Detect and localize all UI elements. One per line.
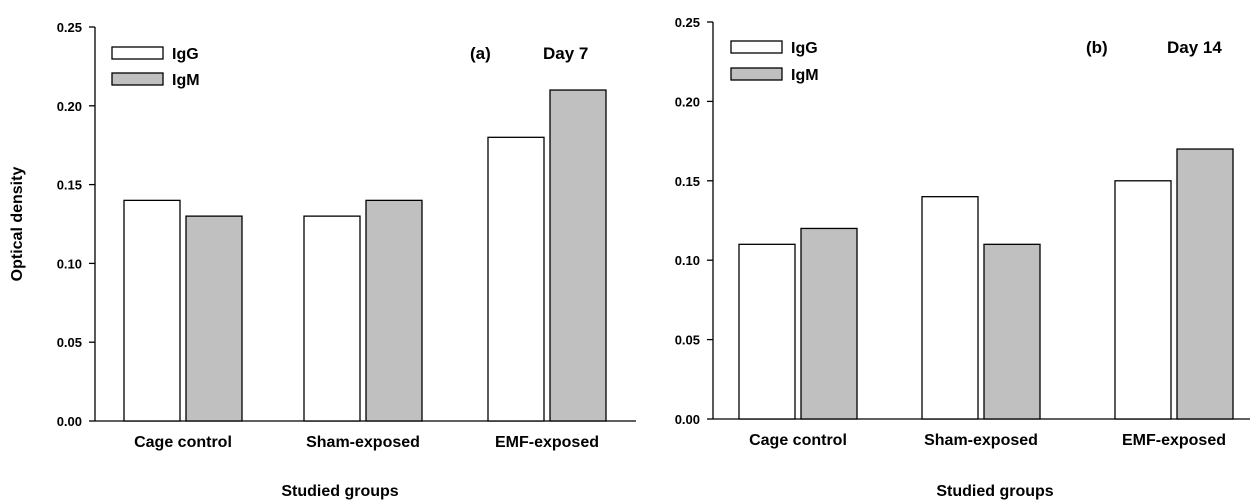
- bar-igg-emf-exposed: [1114, 180, 1172, 420]
- x-category-label: EMF-exposed: [495, 434, 599, 451]
- y-tick-label: 0.20: [57, 99, 82, 114]
- chart-title: Day 7: [543, 44, 588, 63]
- y-tick-label: 0.10: [675, 253, 700, 268]
- y-tick-label: 0.25: [675, 15, 700, 30]
- bar-igg-sham-exposed: [921, 196, 979, 420]
- chart-panel-b: 0.00 0.05 0.10 0.15 0.20 0.25 Cage control Sham…: [675, 15, 1250, 500]
- x-axis-title: Studied groups: [281, 483, 398, 500]
- bar-igg-cage-control: [123, 199, 181, 422]
- x-category-label: Cage control: [134, 434, 232, 451]
- x-category-label: Sham-exposed: [924, 432, 1038, 449]
- bar-igm-cage-control: [800, 227, 858, 420]
- bar-igm-emf-exposed: [549, 89, 607, 422]
- y-tick-label: 0.15: [675, 174, 700, 189]
- chart-title: Day 14: [1167, 38, 1222, 57]
- y-tick-label: 0.05: [57, 335, 82, 350]
- y-tick-label: 0.05: [675, 333, 700, 348]
- legend: IgG IgM: [730, 40, 819, 84]
- bar-igm-sham-exposed: [365, 199, 423, 422]
- bar-igm-sham-exposed: [983, 243, 1041, 420]
- bar-igg-emf-exposed: [487, 136, 545, 422]
- x-category-label: Sham-exposed: [306, 434, 420, 451]
- y-tick-label: 0.00: [57, 414, 82, 429]
- legend-label-igm: IgM: [791, 67, 819, 84]
- chart-panel-a: 0.00 0.05 0.10 0.15 0.20 0.25 Cage control Sham…: [9, 20, 636, 500]
- y-tick-label: 0.20: [675, 94, 700, 109]
- bar-igg-sham-exposed: [303, 215, 361, 422]
- y-tick-label: 0.25: [57, 20, 82, 35]
- y-tick-label: 0.00: [675, 412, 700, 427]
- y-tick-label: 0.15: [57, 178, 82, 193]
- y-axis-title: Optical density: [9, 167, 26, 282]
- y-tick-label: 0.10: [57, 256, 82, 271]
- legend-swatch-igm: [730, 67, 783, 81]
- legend-swatch-igm: [111, 72, 164, 86]
- legend-label-igg: IgG: [172, 46, 199, 63]
- bar-igg-cage-control: [738, 243, 796, 420]
- panel-label: (a): [470, 44, 491, 63]
- x-axis-title: Studied groups: [936, 483, 1053, 500]
- legend-label-igg: IgG: [791, 40, 818, 57]
- bar-igm-cage-control: [185, 215, 243, 422]
- x-category-label: Cage control: [749, 432, 847, 449]
- legend-swatch-igg: [111, 46, 164, 60]
- legend-label-igm: IgM: [172, 72, 200, 89]
- panel-label: (b): [1086, 38, 1108, 57]
- legend: IgG IgM: [111, 46, 200, 89]
- x-category-label: EMF-exposed: [1122, 432, 1226, 449]
- bar-igm-emf-exposed: [1176, 148, 1234, 420]
- legend-swatch-igg: [730, 40, 783, 54]
